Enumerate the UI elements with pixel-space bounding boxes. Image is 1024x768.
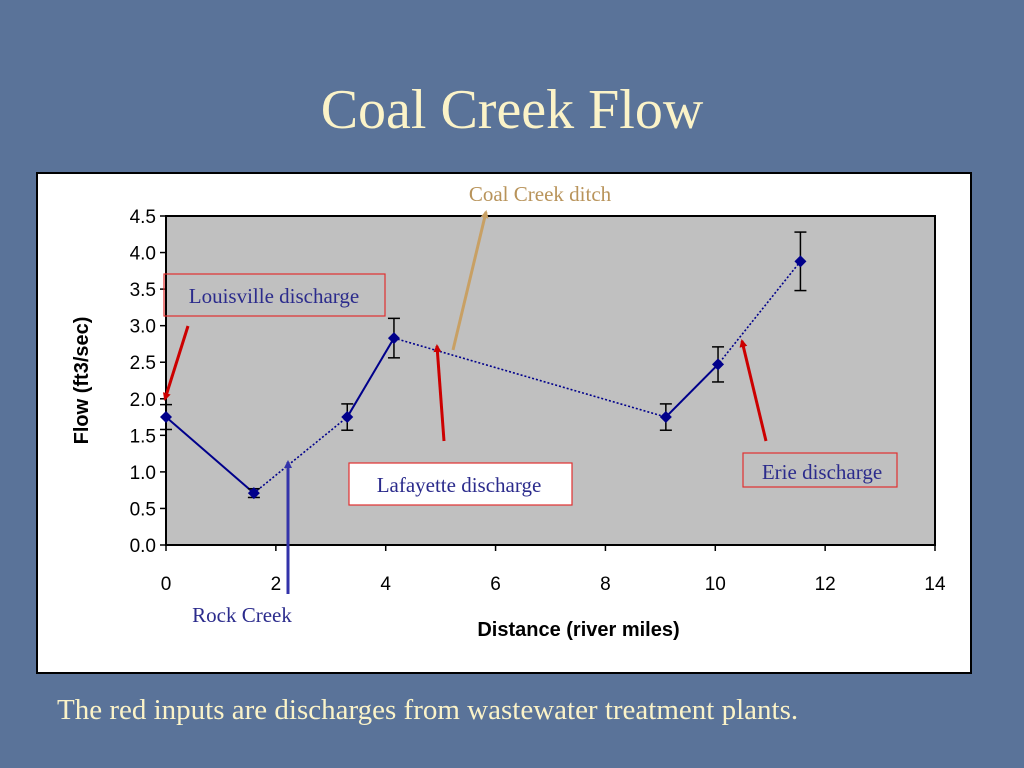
y-tick-label: 3.5 xyxy=(130,280,156,301)
x-tick-label: 0 xyxy=(161,574,172,595)
data-point xyxy=(794,255,807,268)
y-tick-label: 1.5 xyxy=(130,426,156,447)
data-point xyxy=(659,411,672,424)
data-point xyxy=(712,358,725,371)
y-tick-label: 2.0 xyxy=(130,390,156,411)
series-solid-segment xyxy=(346,337,395,418)
y-tick-label: 0.5 xyxy=(130,499,156,520)
x-tick-label: 14 xyxy=(924,574,946,595)
chart-container: 0.0 0.5 1.0 1.5 2.0 2.5 3.0 3.5 4.0 4.5 0 2 4 6 8 10 12 1… xyxy=(36,172,972,674)
data-point xyxy=(341,411,354,424)
erie-arrow xyxy=(739,339,768,442)
series-solid-segment xyxy=(665,363,719,418)
x-tick-label: 6 xyxy=(490,574,501,595)
x-axis-title: Distance (river miles) xyxy=(477,619,679,641)
y-tick-label: 0.0 xyxy=(130,536,156,557)
x-tick-label: 8 xyxy=(600,574,611,595)
ditch-label: Coal Creek ditch xyxy=(469,182,612,206)
rock-creek-label: Rock Creek xyxy=(192,603,292,627)
series-dotted-line xyxy=(253,260,802,494)
x-tick-label: 4 xyxy=(380,574,391,595)
x-tick-label: 10 xyxy=(705,574,726,595)
lafayette-label-box xyxy=(348,462,573,506)
data-point xyxy=(387,332,400,345)
louisville-arrow xyxy=(162,325,190,401)
erie-label-box xyxy=(742,452,898,488)
louisville-label-box xyxy=(163,273,386,317)
y-tick-label: 2.5 xyxy=(130,353,156,374)
slide-caption: The red inputs are discharges from waste… xyxy=(57,694,799,726)
y-tick-label: 1.0 xyxy=(130,463,156,484)
x-tick-label: 12 xyxy=(815,574,836,595)
ditch-arrow xyxy=(451,210,489,351)
x-tick-label: 2 xyxy=(271,574,282,595)
y-tick-label: 3.0 xyxy=(130,317,156,338)
y-axis-title: Flow (ft3/sec) xyxy=(71,317,93,445)
y-tick-label: 4.0 xyxy=(130,244,156,265)
lafayette-label: Lafayette discharge xyxy=(377,473,542,497)
slide-title: Coal Creek Flow xyxy=(320,79,704,141)
erie-label: Erie discharge xyxy=(762,460,882,484)
louisville-label: Louisville discharge xyxy=(189,284,360,308)
data-point xyxy=(247,487,260,500)
data-point xyxy=(160,411,172,424)
flow-chart: 0.0 0.5 1.0 1.5 2.0 2.5 3.0 3.5 4.0 4.5 0 2 4 6 8 10 12 1… xyxy=(71,182,946,641)
y-tick-label: 4.5 xyxy=(130,207,156,228)
series-solid-segment xyxy=(165,416,255,494)
lafayette-arrow xyxy=(433,344,446,442)
